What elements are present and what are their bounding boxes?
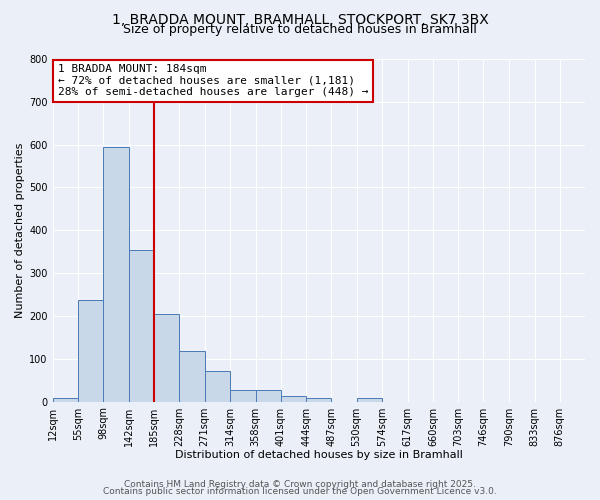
Bar — [356, 398, 382, 402]
Bar — [78, 300, 103, 402]
Text: Size of property relative to detached houses in Bramhall: Size of property relative to detached ho… — [123, 22, 477, 36]
Bar — [230, 390, 256, 402]
Bar — [281, 396, 306, 402]
Bar — [179, 352, 205, 402]
Bar — [154, 314, 179, 402]
Bar — [306, 398, 331, 402]
Text: Contains HM Land Registry data © Crown copyright and database right 2025.: Contains HM Land Registry data © Crown c… — [124, 480, 476, 489]
Bar — [205, 371, 230, 402]
Bar — [53, 398, 78, 402]
Text: 1, BRADDA MOUNT, BRAMHALL, STOCKPORT, SK7 3BX: 1, BRADDA MOUNT, BRAMHALL, STOCKPORT, SK… — [112, 12, 488, 26]
Text: Contains public sector information licensed under the Open Government Licence v3: Contains public sector information licen… — [103, 487, 497, 496]
X-axis label: Distribution of detached houses by size in Bramhall: Distribution of detached houses by size … — [175, 450, 463, 460]
Bar — [129, 250, 154, 402]
Bar — [103, 147, 129, 402]
Text: 1 BRADDA MOUNT: 184sqm
← 72% of detached houses are smaller (1,181)
28% of semi-: 1 BRADDA MOUNT: 184sqm ← 72% of detached… — [58, 64, 368, 98]
Bar — [256, 390, 281, 402]
Y-axis label: Number of detached properties: Number of detached properties — [15, 142, 25, 318]
